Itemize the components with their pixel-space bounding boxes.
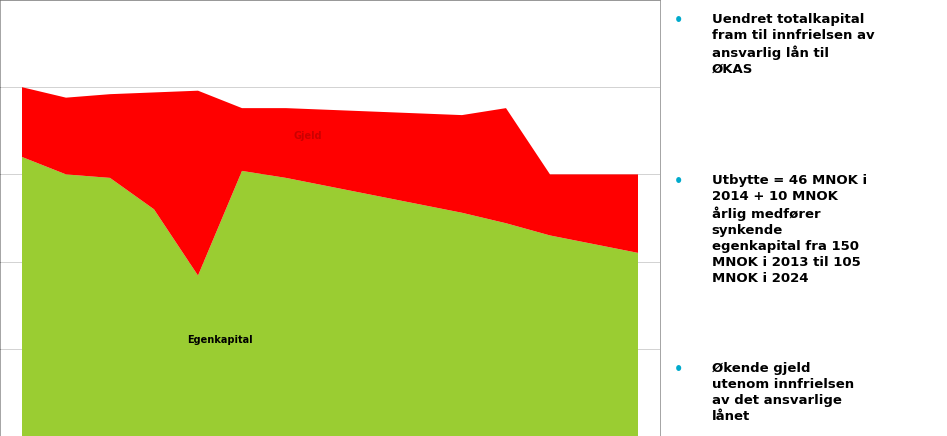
Text: •: • bbox=[674, 362, 684, 377]
Text: •: • bbox=[674, 174, 684, 189]
Text: Egenkapital: Egenkapital bbox=[188, 335, 253, 345]
Text: Økende gjeld
utenom innfrielsen
av det ansvarlige
lånet: Økende gjeld utenom innfrielsen av det a… bbox=[711, 362, 854, 423]
Text: Utbytte = 46 MNOK i
2014 + 10 MNOK
årlig medfører
synkende
egenkapital fra 150
M: Utbytte = 46 MNOK i 2014 + 10 MNOK årlig… bbox=[711, 174, 867, 286]
Text: Gjeld: Gjeld bbox=[294, 131, 322, 141]
Text: •: • bbox=[674, 13, 684, 28]
Text: Uendret totalkapital
fram til innfrielsen av
ansvarlig lån til
ØKAS: Uendret totalkapital fram til innfrielse… bbox=[711, 13, 874, 76]
